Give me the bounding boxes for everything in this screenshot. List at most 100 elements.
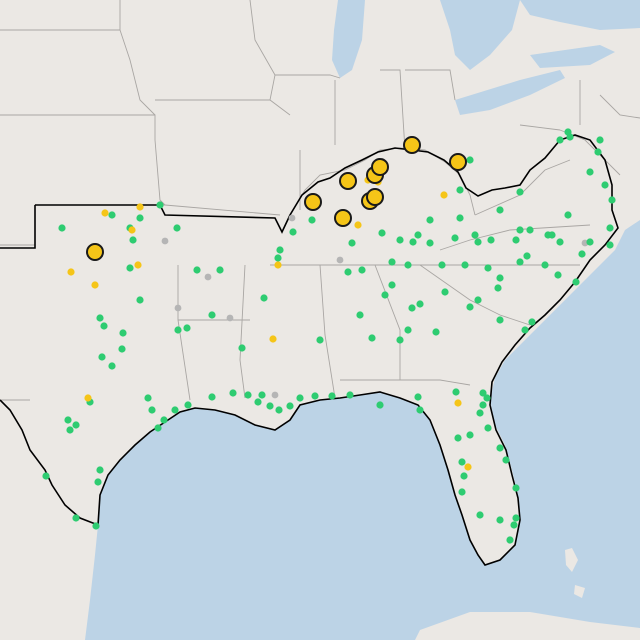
green-marker[interactable] xyxy=(594,148,602,156)
green-marker[interactable] xyxy=(510,521,518,529)
small-yellow-marker[interactable] xyxy=(464,463,472,471)
green-marker[interactable] xyxy=(572,278,580,286)
green-marker[interactable] xyxy=(396,336,404,344)
green-marker[interactable] xyxy=(378,229,386,237)
green-marker[interactable] xyxy=(578,250,586,258)
green-marker[interactable] xyxy=(174,326,182,334)
large-yellow-marker[interactable] xyxy=(449,153,467,171)
green-marker[interactable] xyxy=(404,326,412,334)
green-marker[interactable] xyxy=(496,444,504,452)
green-marker[interactable] xyxy=(456,186,464,194)
gray-marker[interactable] xyxy=(271,391,279,399)
green-marker[interactable] xyxy=(356,311,364,319)
gray-marker[interactable] xyxy=(226,314,234,322)
green-marker[interactable] xyxy=(516,226,524,234)
green-marker[interactable] xyxy=(289,228,297,236)
green-marker[interactable] xyxy=(286,402,294,410)
green-marker[interactable] xyxy=(118,345,126,353)
green-marker[interactable] xyxy=(404,261,412,269)
small-yellow-marker[interactable] xyxy=(269,335,277,343)
green-marker[interactable] xyxy=(126,264,134,272)
green-marker[interactable] xyxy=(208,393,216,401)
green-marker[interactable] xyxy=(432,328,440,336)
green-marker[interactable] xyxy=(311,392,319,400)
green-marker[interactable] xyxy=(484,264,492,272)
green-marker[interactable] xyxy=(528,318,536,326)
small-yellow-marker[interactable] xyxy=(101,209,109,217)
green-marker[interactable] xyxy=(108,362,116,370)
green-marker[interactable] xyxy=(496,316,504,324)
green-marker[interactable] xyxy=(456,214,464,222)
green-marker[interactable] xyxy=(426,239,434,247)
green-marker[interactable] xyxy=(129,236,137,244)
green-marker[interactable] xyxy=(258,391,266,399)
green-marker[interactable] xyxy=(476,409,484,417)
green-marker[interactable] xyxy=(276,246,284,254)
green-marker[interactable] xyxy=(328,392,336,400)
green-marker[interactable] xyxy=(344,268,352,276)
green-marker[interactable] xyxy=(58,224,66,232)
large-yellow-marker[interactable] xyxy=(403,136,421,154)
green-marker[interactable] xyxy=(466,431,474,439)
green-marker[interactable] xyxy=(368,334,376,342)
green-marker[interactable] xyxy=(523,252,531,260)
green-marker[interactable] xyxy=(238,344,246,352)
gray-marker[interactable] xyxy=(204,273,212,281)
green-marker[interactable] xyxy=(516,258,524,266)
green-marker[interactable] xyxy=(452,388,460,396)
green-marker[interactable] xyxy=(173,224,181,232)
green-marker[interactable] xyxy=(119,329,127,337)
green-marker[interactable] xyxy=(348,239,356,247)
green-marker[interactable] xyxy=(484,424,492,432)
green-marker[interactable] xyxy=(451,234,459,242)
green-marker[interactable] xyxy=(229,389,237,397)
green-marker[interactable] xyxy=(564,211,572,219)
green-marker[interactable] xyxy=(596,136,604,144)
large-yellow-marker[interactable] xyxy=(334,209,352,227)
small-yellow-marker[interactable] xyxy=(128,226,136,234)
green-marker[interactable] xyxy=(381,291,389,299)
large-yellow-marker[interactable] xyxy=(366,188,384,206)
green-marker[interactable] xyxy=(92,522,100,530)
green-marker[interactable] xyxy=(416,406,424,414)
green-marker[interactable] xyxy=(346,391,354,399)
green-marker[interactable] xyxy=(461,261,469,269)
green-marker[interactable] xyxy=(388,281,396,289)
green-marker[interactable] xyxy=(476,511,484,519)
green-marker[interactable] xyxy=(512,514,520,522)
green-marker[interactable] xyxy=(183,324,191,332)
green-marker[interactable] xyxy=(466,303,474,311)
green-marker[interactable] xyxy=(496,274,504,282)
green-marker[interactable] xyxy=(66,426,74,434)
green-marker[interactable] xyxy=(266,402,274,410)
green-marker[interactable] xyxy=(494,284,502,292)
small-yellow-marker[interactable] xyxy=(136,203,144,211)
green-marker[interactable] xyxy=(160,416,168,424)
green-marker[interactable] xyxy=(244,391,252,399)
green-marker[interactable] xyxy=(72,514,80,522)
green-marker[interactable] xyxy=(148,406,156,414)
green-marker[interactable] xyxy=(512,236,520,244)
green-marker[interactable] xyxy=(512,484,520,492)
green-marker[interactable] xyxy=(506,536,514,544)
green-marker[interactable] xyxy=(94,478,102,486)
green-marker[interactable] xyxy=(586,238,594,246)
green-marker[interactable] xyxy=(460,472,468,480)
green-marker[interactable] xyxy=(260,294,268,302)
green-marker[interactable] xyxy=(416,300,424,308)
green-marker[interactable] xyxy=(100,322,108,330)
green-marker[interactable] xyxy=(458,488,466,496)
green-marker[interactable] xyxy=(521,326,529,334)
green-marker[interactable] xyxy=(254,398,262,406)
green-marker[interactable] xyxy=(479,389,487,397)
gray-marker[interactable] xyxy=(288,214,296,222)
green-marker[interactable] xyxy=(64,416,72,424)
small-yellow-marker[interactable] xyxy=(91,281,99,289)
green-marker[interactable] xyxy=(156,201,164,209)
green-marker[interactable] xyxy=(454,434,462,442)
green-marker[interactable] xyxy=(471,231,479,239)
green-marker[interactable] xyxy=(483,394,491,402)
green-marker[interactable] xyxy=(193,266,201,274)
large-yellow-marker[interactable] xyxy=(304,193,322,211)
